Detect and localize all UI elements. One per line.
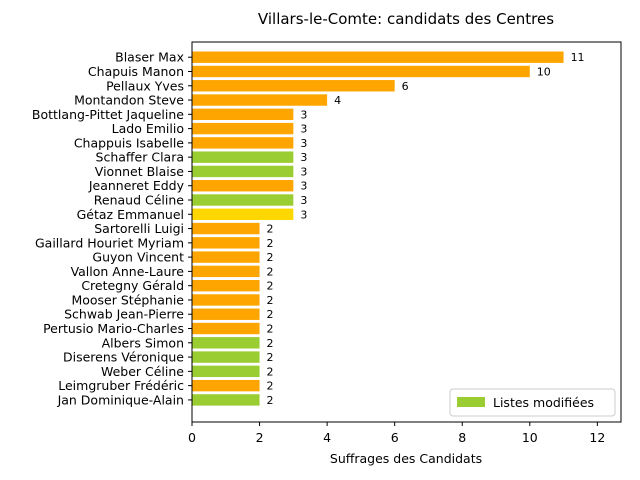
category-label: Pertusio Mario-Charles xyxy=(43,321,184,336)
category-label: Pellaux Yves xyxy=(106,78,184,93)
plot-frame xyxy=(191,41,622,423)
bar-value-label: 3 xyxy=(300,108,307,121)
bar-value-label: 3 xyxy=(300,151,307,164)
x-tick-label: 12 xyxy=(589,430,605,445)
bar-value-label: 2 xyxy=(267,237,274,250)
category-label: Vallon Anne-Laure xyxy=(71,264,185,279)
bar-value-label: 2 xyxy=(267,365,274,378)
bar xyxy=(192,265,260,278)
category-label: Vionnet Blaise xyxy=(95,164,185,179)
x-tick-label: 0 xyxy=(188,430,196,445)
category-label: Schwab Jean-Pierre xyxy=(64,307,184,322)
bar xyxy=(192,222,260,235)
bar xyxy=(192,308,260,320)
bar xyxy=(192,51,564,63)
x-tick-label: 10 xyxy=(522,430,538,445)
category-label: Cretegny Gérald xyxy=(81,278,184,293)
bar xyxy=(192,337,260,349)
bar xyxy=(192,279,260,292)
bar-value-label: 3 xyxy=(300,180,307,193)
category-label: Chapuis Manon xyxy=(88,64,184,79)
bar xyxy=(192,108,294,121)
bar xyxy=(192,151,294,163)
x-tick-label: 6 xyxy=(391,430,399,445)
bar xyxy=(192,194,294,206)
bar-value-label: 2 xyxy=(267,380,274,393)
bar-value-label: 3 xyxy=(300,194,307,207)
category-label: Guyon Vincent xyxy=(92,250,184,265)
category-label: Jan Dominique-Alain xyxy=(57,392,184,407)
bar-value-label: 3 xyxy=(300,123,307,136)
category-label: Gétaz Emmanuel xyxy=(77,207,184,222)
bar xyxy=(192,379,260,392)
bar-value-label: 2 xyxy=(267,265,274,278)
legend: Listes modifiées xyxy=(449,388,616,417)
chart-title: Villars-le-Comte: candidats des Centres xyxy=(258,10,554,28)
bar xyxy=(192,237,260,249)
bar-value-label: 3 xyxy=(300,137,307,150)
category-label: Mooser Stéphanie xyxy=(71,292,184,307)
bar-value-label: 3 xyxy=(300,208,307,221)
category-label: Bottlang-Pittet Jaqueline xyxy=(32,107,184,122)
legend-swatch xyxy=(457,397,485,407)
bar xyxy=(192,165,294,178)
x-tick-label: 8 xyxy=(458,430,466,445)
bar xyxy=(192,137,294,149)
category-label: Schaffer Clara xyxy=(96,150,184,165)
bar-value-label: 2 xyxy=(267,337,274,350)
bar-value-label: 2 xyxy=(267,294,274,307)
bar xyxy=(192,322,260,335)
category-label: Sartorelli Luigi xyxy=(94,221,184,236)
bar xyxy=(192,351,260,363)
bar-value-label: 2 xyxy=(267,351,274,364)
category-label: Lado Emilio xyxy=(112,121,184,136)
x-axis-label: Suffrages des Candidats xyxy=(330,451,482,466)
legend-entry-label: Listes modifiées xyxy=(493,395,594,410)
legend-box xyxy=(449,388,616,417)
category-label: Gaillard Houriet Myriam xyxy=(35,235,184,250)
category-label: Blaser Max xyxy=(115,50,184,65)
bar-value-label: 4 xyxy=(334,94,341,107)
bar xyxy=(192,365,260,378)
bar xyxy=(192,94,328,106)
category-label: Albers Simon xyxy=(102,335,184,350)
bar-value-label: 3 xyxy=(300,165,307,178)
category-label: Weber Céline xyxy=(101,364,184,379)
category-label: Diserens Véronique xyxy=(63,350,184,365)
bar xyxy=(192,180,294,192)
bar xyxy=(192,80,395,92)
bar-value-label: 2 xyxy=(267,323,274,336)
category-label: Chappuis Isabelle xyxy=(74,135,184,150)
bar xyxy=(192,65,530,78)
bar xyxy=(192,394,260,406)
bars-group xyxy=(192,51,564,406)
bar-value-label: 2 xyxy=(267,280,274,293)
category-label: Renaud Céline xyxy=(94,193,185,208)
bar-value-label: 2 xyxy=(267,223,274,236)
bar-value-label: 6 xyxy=(402,80,409,93)
x-tick-label: 4 xyxy=(323,430,331,445)
bar xyxy=(192,208,294,220)
bar-value-label: 2 xyxy=(267,394,274,407)
bar xyxy=(192,251,260,263)
bar-value-label: 10 xyxy=(537,65,551,78)
category-label: Leimgruber Frédéric xyxy=(58,378,184,393)
x-axis: 0 2 4 6 8 10 12 xyxy=(188,422,605,445)
category-label: Jeanneret Eddy xyxy=(88,178,185,193)
category-label: Montandon Steve xyxy=(74,93,184,108)
bar xyxy=(192,122,294,135)
bar-value-label: 11 xyxy=(571,51,585,64)
x-tick-label: 2 xyxy=(256,430,264,445)
bar-value-label: 2 xyxy=(267,251,274,264)
bar xyxy=(192,294,260,306)
bar-value-label: 2 xyxy=(267,308,274,321)
